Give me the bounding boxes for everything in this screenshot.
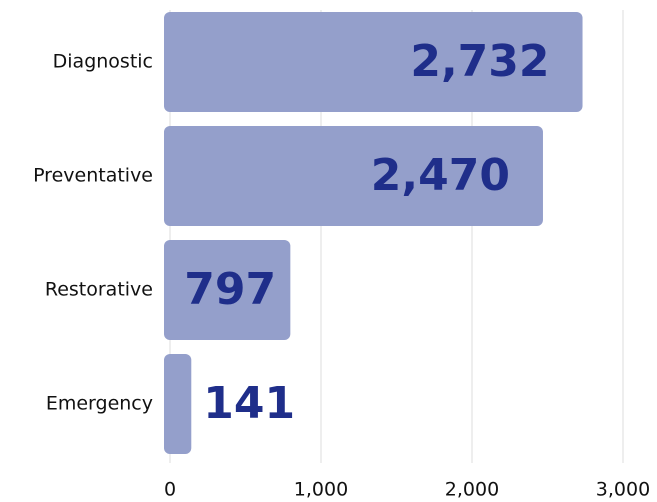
- value-label: 2,732: [410, 36, 549, 87]
- value-label: 797: [184, 264, 276, 315]
- x-tick-label: 0: [164, 479, 176, 501]
- x-tick-label: 2,000: [445, 479, 499, 501]
- bar: [164, 126, 543, 226]
- category-label: Preventative: [33, 165, 153, 187]
- category-label: Emergency: [46, 393, 153, 415]
- value-label: 2,470: [371, 150, 510, 201]
- category-label: Diagnostic: [53, 51, 153, 73]
- bar: [164, 12, 583, 112]
- bar: [164, 354, 192, 454]
- x-tick-label: 3,000: [596, 479, 650, 501]
- value-label: 141: [203, 378, 295, 429]
- x-tick-label: 1,000: [294, 479, 348, 501]
- bar: [164, 240, 291, 340]
- category-label: Restorative: [45, 279, 153, 301]
